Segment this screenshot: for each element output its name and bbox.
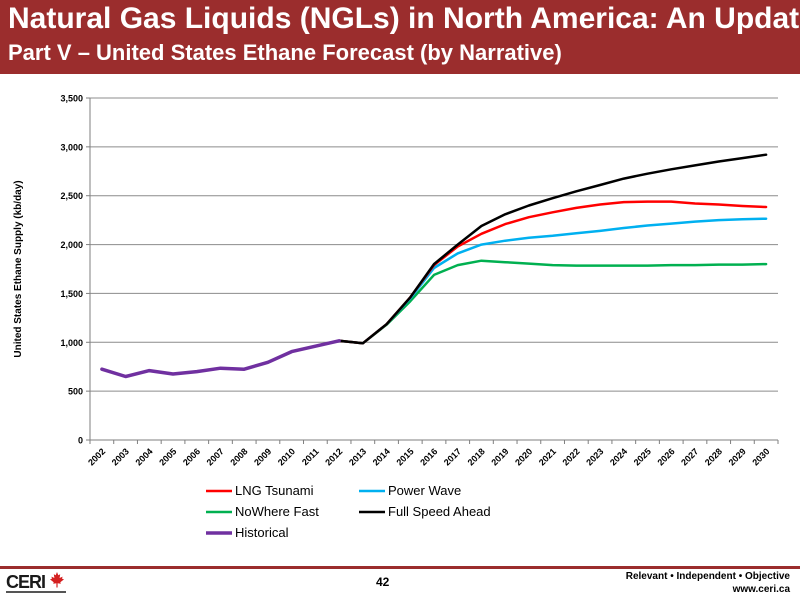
x-tick-label: 2021 [537,446,558,467]
series-line-historical [100,339,341,379]
axes [86,97,779,444]
x-tick-label: 2012 [323,446,344,467]
legend-label: Power Wave [388,483,462,498]
legend-swatch [359,489,385,493]
y-tick-label: 0 [78,436,83,446]
logo-text: CERI [6,572,46,592]
legend-label: LNG Tsunami [235,483,314,498]
y-tick-label: 3,500 [60,94,83,104]
x-tick-label: 2030 [750,446,771,467]
y-tick-label: 2,500 [60,191,83,201]
x-tick-label: 2025 [632,446,653,467]
x-tick-label: 2019 [489,446,510,467]
legend-swatch [359,510,385,514]
legend-swatch [206,489,232,493]
legend-swatch [206,510,232,514]
footer-divider [0,566,800,569]
x-tick-label: 2011 [300,446,321,467]
footer-tagline: Relevant • Independent • Objective [625,571,790,582]
x-tick-label: 2028 [703,446,724,467]
x-tick-label: 2010 [276,446,297,467]
title-bar: Natural Gas Liquids (NGLs) in North Amer… [0,0,800,74]
x-tick-label: 2002 [86,446,107,467]
y-tick-label: 3,000 [60,142,83,152]
legend-label: Full Speed Ahead [388,504,491,519]
x-tick-label: 2018 [466,446,487,467]
x-tick-label: 2016 [418,446,439,467]
series-line-power-wave [337,217,768,345]
page-title: Natural Gas Liquids (NGLs) in North Amer… [8,2,800,35]
y-tick-label: 500 [68,387,83,397]
series-line-lng-tsunami [337,200,768,345]
x-tick-label: 2027 [679,446,700,467]
x-tick-label: 2003 [110,446,131,467]
x-tick-label: 2008 [228,446,249,467]
x-tick-label: 2026 [655,446,676,467]
x-tick-label: 2006 [181,446,202,467]
page-number: 42 [376,575,390,589]
x-tick-label: 2029 [727,446,748,467]
gridlines [90,97,778,392]
logo-underline [6,591,66,593]
maple-leaf-icon [50,572,64,588]
x-tick-label: 2013 [347,446,368,467]
series-line-nowhere-fast [337,259,768,345]
x-tick-label: 2009 [252,446,273,467]
legend-label: Historical [235,525,289,540]
x-tick-label: 2014 [371,446,392,467]
footer-website: www.ceri.ca [732,584,790,595]
legend-label: NoWhere Fast [235,504,319,519]
x-axis-ticks: 2002 2003 2004 2005 2006 2007 2008 2009 2010 2011… [86,446,772,467]
y-axis-ticks: 0 500 1,000 1,500 2,000 2,500 3,000 3,500 [60,94,83,446]
x-tick-label: 2017 [442,446,463,467]
series-line-full-speed-ahead [337,153,768,345]
ceri-logo: CERI [6,572,70,596]
y-axis-label: United States Ethane Supply (kb/day) [13,180,24,357]
x-tick-label: 2007 [205,446,226,467]
page-subtitle: Part V – United States Ethane Forecast (… [8,40,562,65]
y-tick-label: 1,500 [60,289,83,299]
x-tick-label: 2023 [584,446,605,467]
series-lines [100,153,768,379]
y-tick-label: 1,000 [60,338,83,348]
x-tick-label: 2022 [561,446,582,467]
x-tick-label: 2024 [608,446,629,467]
legend-swatch [206,531,232,535]
y-tick-label: 2,000 [60,240,83,250]
x-tick-label: 2015 [394,446,415,467]
x-tick-label: 2005 [157,446,178,467]
x-tick-label: 2004 [133,446,154,467]
x-tick-label: 2020 [513,446,534,467]
